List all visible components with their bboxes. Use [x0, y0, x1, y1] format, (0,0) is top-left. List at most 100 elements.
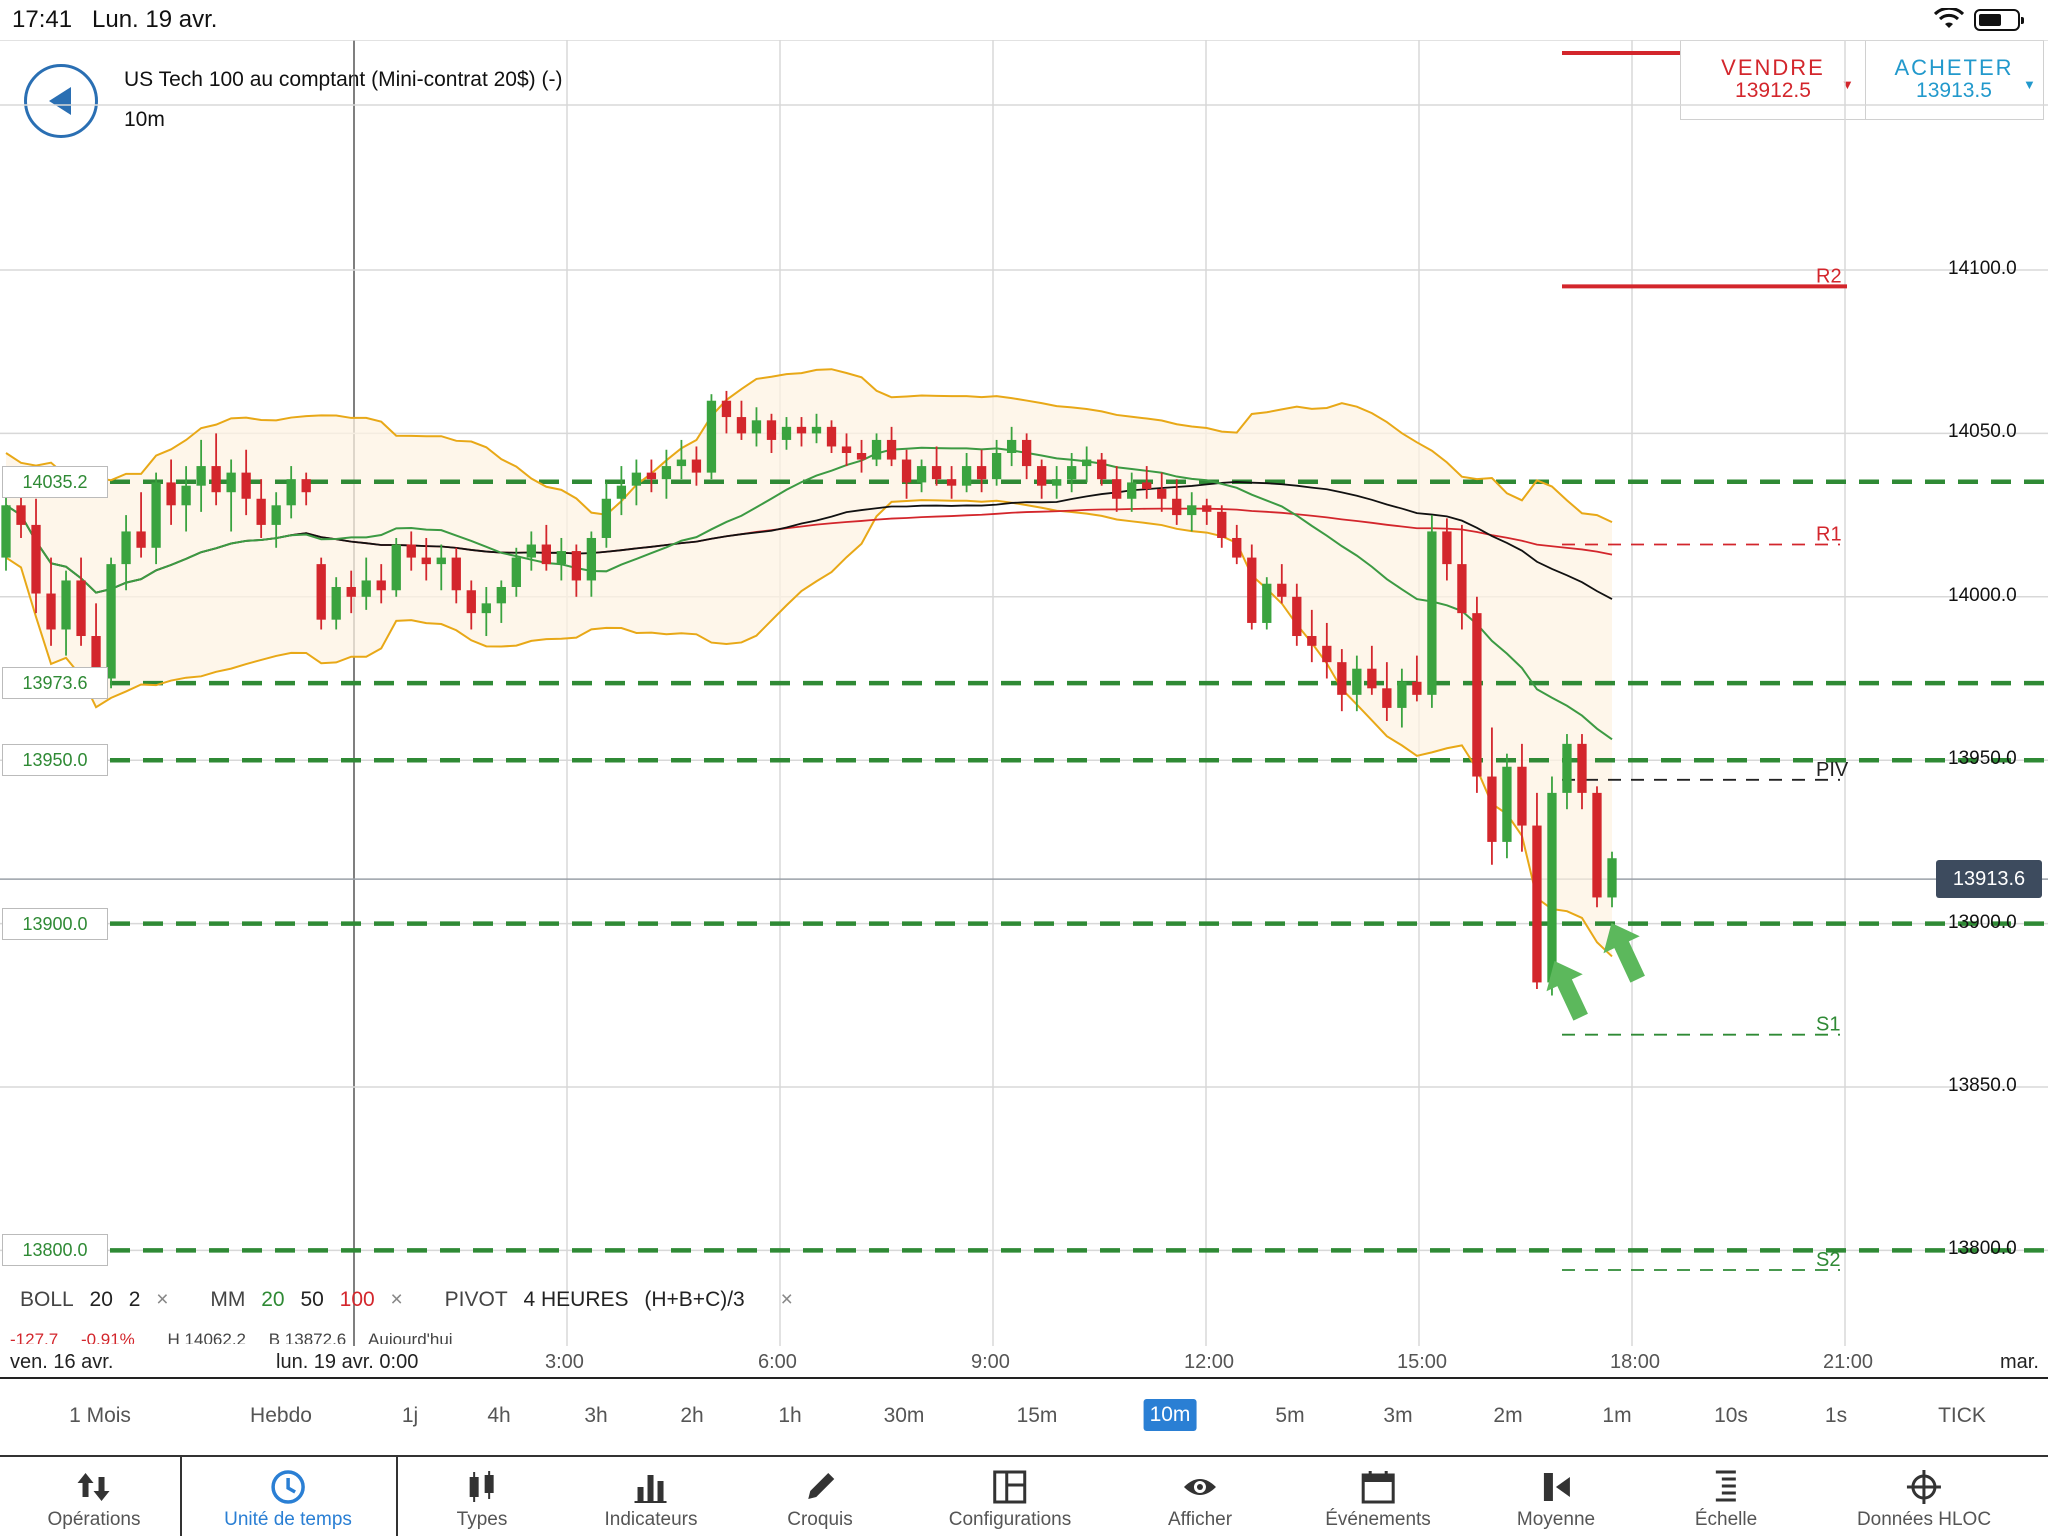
pivot-label: PIVOT	[444, 1288, 508, 1311]
sell-button[interactable]: VENDRE 13912.5 ▼	[1681, 41, 1866, 119]
time-axis-label: 18:00	[1610, 1351, 1661, 1373]
toolbar-bars-button[interactable]: Indicateurs	[605, 1457, 697, 1536]
bars-icon	[634, 1475, 667, 1503]
toolbar-arrows-updown-button[interactable]: Opérations	[47, 1457, 141, 1536]
toolbar-candles-button[interactable]: Types	[456, 1457, 508, 1536]
level-label-box[interactable]: 13950.0	[2, 744, 108, 777]
toolbar-pencil-button[interactable]: Croquis	[787, 1457, 853, 1536]
timeframe-5m[interactable]: 5m	[1275, 1404, 1305, 1427]
time-axis-label: ven. 16 avr.	[10, 1351, 114, 1373]
timeframe-30m[interactable]: 30m	[883, 1404, 925, 1427]
candle-body	[706, 400, 717, 473]
candle-body	[166, 482, 176, 506]
toolbar-crosshair-button[interactable]: Données HLOC	[1857, 1457, 1991, 1536]
timeframe-1s[interactable]: 1s	[1824, 1404, 1848, 1427]
ma20-line	[5, 446, 1613, 741]
timeframe-1m[interactable]: 1m	[1602, 1404, 1632, 1427]
boll-label: BOLL	[20, 1288, 74, 1311]
candle-body	[1337, 662, 1347, 695]
scale-icon	[1715, 1470, 1736, 1502]
average-icon	[1543, 1473, 1570, 1501]
time-axis-label: 12:00	[1184, 1351, 1235, 1373]
eye-icon	[1183, 1479, 1216, 1495]
toolbar-calendar-button[interactable]: Événements	[1325, 1457, 1431, 1536]
candle-body	[1, 505, 11, 558]
candle-body	[406, 544, 416, 558]
candle-body	[61, 580, 71, 630]
candle-body	[1172, 498, 1182, 516]
toolbar-eye-button[interactable]: Afficher	[1168, 1457, 1232, 1536]
sell-label: VENDRE	[1721, 55, 1825, 80]
toolbar-separator	[180, 1455, 182, 1536]
candle-body	[946, 479, 957, 486]
timeframe-10s[interactable]: 10s	[1714, 1404, 1748, 1427]
timeframe-4h[interactable]: 4h	[487, 1404, 511, 1427]
timeframe-3m[interactable]: 3m	[1383, 1404, 1413, 1427]
toolbar-average-button[interactable]: Moyenne	[1517, 1457, 1595, 1536]
timeframe-1-mois[interactable]: 1 Mois	[69, 1404, 131, 1427]
candle-body	[391, 544, 401, 591]
level-label-box[interactable]: 13800.0	[2, 1234, 108, 1267]
candle-body	[1187, 505, 1197, 516]
toolbar-clock-button[interactable]: Unité de temps	[224, 1457, 352, 1536]
candle-body	[916, 466, 927, 483]
timeframe-10m[interactable]: 10m	[1143, 1399, 1197, 1431]
time-axis-label: 6:00	[758, 1351, 797, 1373]
level-label-box[interactable]: 14035.2	[2, 465, 108, 498]
timeframe-2m[interactable]: 2m	[1493, 1404, 1523, 1427]
candle-body	[1457, 564, 1467, 614]
candle-body	[376, 580, 386, 591]
candle-body	[1487, 776, 1497, 842]
level-label-box[interactable]: 13900.0	[2, 907, 108, 940]
sell-price: 13912.5	[1735, 79, 1811, 102]
toolbar-label: Événements	[1325, 1509, 1431, 1530]
candle-body	[991, 453, 1002, 480]
boll-param-1: 20	[89, 1288, 113, 1311]
sell-dropdown-icon[interactable]: ▼	[1841, 77, 1854, 92]
candle-body	[1577, 743, 1587, 793]
toolbar-separator	[396, 1455, 398, 1536]
toolbar-scale-button[interactable]: Échelle	[1695, 1457, 1757, 1536]
candle-body	[1322, 645, 1332, 663]
toolbar-label: Opérations	[47, 1509, 141, 1530]
bollinger-band-fill	[6, 369, 1612, 957]
timeframe-15m[interactable]: 15m	[1016, 1404, 1058, 1427]
candle-body	[1127, 482, 1137, 499]
candle-body	[781, 426, 792, 440]
candle-body	[1397, 681, 1407, 708]
toolbar-label: Types	[456, 1509, 508, 1530]
level-label-box[interactable]: 13973.6	[2, 667, 108, 700]
buy-button[interactable]: ACHETER 13913.5 ▼	[1865, 41, 2043, 119]
status-time: 17:41	[12, 6, 73, 33]
mm-remove-icon[interactable]: ×	[390, 1288, 403, 1311]
price-axis-label: 14000.0	[1948, 584, 2017, 606]
pivot-param-1: 4 HEURES	[523, 1288, 629, 1311]
back-button[interactable]	[24, 64, 98, 138]
timeframe-2h[interactable]: 2h	[680, 1404, 704, 1427]
price-chart[interactable]: R2 R1 PIV S1 S2	[0, 40, 2048, 1346]
candle-body	[886, 439, 897, 460]
timeframe-hebdo[interactable]: Hebdo	[250, 1404, 312, 1427]
pivot-remove-icon[interactable]: ×	[780, 1288, 793, 1311]
signal-arrow-icon	[1603, 922, 1645, 983]
toolbar-label: Croquis	[787, 1509, 853, 1530]
candle-body	[271, 505, 281, 525]
timeframe-1h[interactable]: 1h	[778, 1404, 802, 1427]
candle-body	[1442, 531, 1452, 565]
candle-body	[286, 479, 296, 506]
candle-body	[46, 593, 56, 630]
candle-body	[556, 551, 566, 565]
candle-body	[1472, 613, 1482, 777]
buy-dropdown-icon[interactable]: ▼	[2023, 77, 2036, 92]
price-axis-label: 14100.0	[1948, 258, 2017, 279]
timeframe-tick[interactable]: TICK	[1938, 1404, 1986, 1427]
boll-remove-icon[interactable]: ×	[156, 1288, 169, 1311]
toolbar-layout-button[interactable]: Configurations	[949, 1457, 1071, 1536]
candle-body	[1277, 583, 1287, 597]
change-percent: -0.91%	[80, 1330, 135, 1344]
candle-body	[1217, 511, 1227, 538]
candle-body	[1607, 858, 1617, 898]
timeframe-3h[interactable]: 3h	[584, 1404, 608, 1427]
timeframe-1j[interactable]: 1j	[401, 1404, 419, 1427]
candle-body	[1532, 825, 1542, 983]
